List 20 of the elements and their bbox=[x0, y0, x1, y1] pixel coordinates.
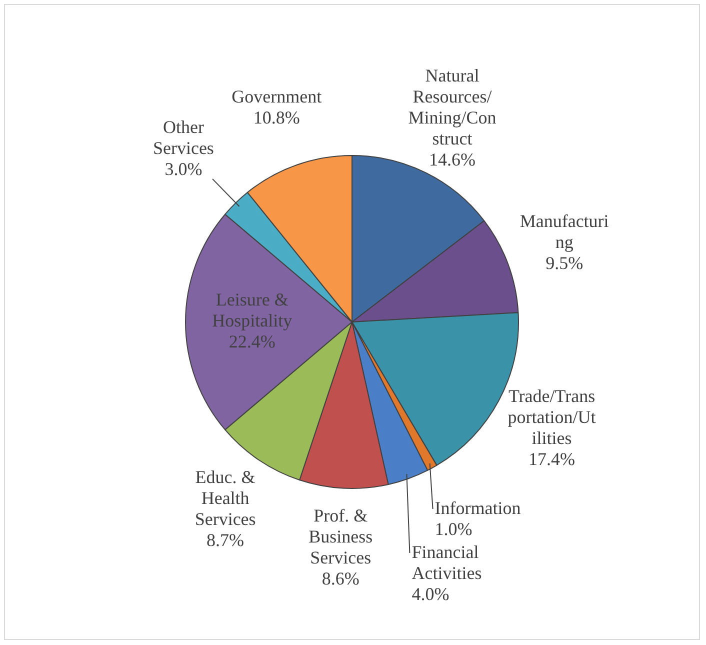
data-label: 1.0% bbox=[434, 518, 472, 539]
slice-label: Educ. & Health Services bbox=[194, 466, 256, 529]
data-label: 4.0% bbox=[412, 584, 450, 604]
data-label: 8.6% bbox=[322, 568, 360, 588]
slice-label: Other Services bbox=[152, 116, 214, 158]
slice-label: Information bbox=[434, 498, 521, 518]
data-label: 9.5% bbox=[546, 253, 584, 274]
data-label: 10.8% bbox=[253, 108, 300, 128]
slice-label: Manufacturing bbox=[520, 211, 609, 252]
data-label: 3.0% bbox=[164, 158, 202, 179]
slice-label: Leisure & Hospitality bbox=[212, 290, 292, 331]
slice-label: Trade/Transportation/Utilities bbox=[508, 386, 596, 448]
slice-label: Financial Activities bbox=[412, 542, 482, 583]
slice-label: Government bbox=[232, 86, 322, 107]
data-label: 8.7% bbox=[206, 530, 244, 550]
data-label: 17.4% bbox=[528, 448, 576, 469]
data-label: 14.6% bbox=[429, 150, 476, 170]
slice-label: Prof. & Business Services bbox=[308, 505, 373, 568]
slice-label: Natural Resources/Mining/Construct bbox=[408, 66, 496, 149]
data-label: 22.4% bbox=[228, 332, 276, 352]
